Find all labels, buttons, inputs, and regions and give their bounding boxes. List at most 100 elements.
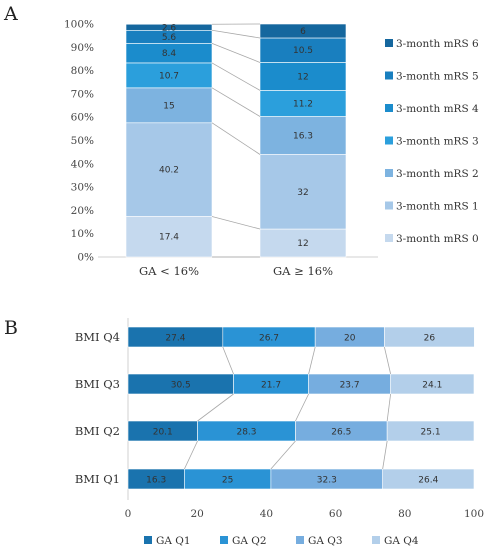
connector-line	[383, 346, 392, 375]
y-tick-label: 60%	[71, 112, 94, 124]
connector-line	[270, 440, 296, 470]
connector-line	[184, 440, 198, 470]
y-tick-label: 90%	[71, 42, 94, 54]
legend-label: 3-month mRS 6	[396, 38, 479, 50]
bar-segment	[125, 62, 213, 89]
legend-swatch	[296, 536, 304, 544]
bar-segment	[259, 62, 347, 91]
legend-swatch	[385, 71, 393, 80]
bar-segment	[386, 420, 475, 442]
data-label: 2.6	[162, 23, 177, 33]
bar-segment	[382, 468, 475, 490]
bar-segment	[259, 154, 347, 230]
y-tick-label: 10%	[71, 228, 94, 240]
bar-segment	[259, 228, 347, 258]
legend-swatch	[385, 39, 393, 47]
data-label: 32.3	[317, 476, 337, 486]
bar-segment	[259, 90, 347, 117]
data-label: 21.7	[261, 381, 281, 391]
x-tick-label: 20	[191, 508, 204, 520]
data-label: 12	[297, 72, 308, 82]
bar-segment	[125, 23, 213, 31]
legend-label: 3-month mRS 3	[396, 136, 479, 148]
data-label: 24.1	[422, 381, 442, 391]
data-label: 28.3	[236, 428, 256, 438]
y-category-label: BMI Q2	[75, 424, 120, 438]
connector-line	[222, 346, 234, 375]
data-label: 26	[424, 334, 436, 344]
data-label: 32	[297, 188, 308, 198]
panel-b-label: B	[4, 317, 18, 339]
data-label: 16.3	[146, 476, 166, 486]
legend-swatch	[220, 536, 228, 544]
legend-label: GA Q3	[308, 535, 343, 547]
bar-segment	[384, 326, 475, 348]
data-label: 25	[222, 476, 233, 486]
legend-label: GA Q4	[384, 535, 419, 547]
legend-swatch	[385, 169, 393, 177]
bar-segment	[259, 23, 347, 39]
chart-a: 0% 10% 20% 30% 40% 50% 60% 70% 80% 90% 100% 17.4 40.…	[64, 19, 479, 279]
data-label: 6	[300, 27, 306, 37]
y-category-label: BMI Q3	[75, 377, 120, 391]
legend-label: GA Q2	[232, 535, 267, 547]
data-label: 40.2	[159, 166, 179, 176]
x-tick-label: 100	[464, 508, 484, 520]
panel-a-label: A	[3, 3, 18, 25]
legend-label: 3-month mRS 0	[396, 233, 479, 245]
data-label: 8.4	[162, 49, 177, 59]
connector-line	[295, 393, 309, 422]
y-tick-label: 100%	[64, 19, 94, 31]
connector-line	[386, 393, 392, 422]
legend-label: 3-month mRS 1	[396, 201, 479, 213]
data-label: 27.4	[165, 334, 185, 344]
data-label: 12	[297, 239, 308, 249]
legend-swatch	[385, 104, 393, 112]
x-tick-label: 80	[398, 508, 411, 520]
connector-line	[211, 29, 261, 39]
connector-line	[308, 346, 316, 375]
legend-label: GA Q1	[156, 535, 191, 547]
y-tick-label: 40%	[71, 158, 94, 170]
connector-line	[211, 62, 261, 91]
y-tick-label: 50%	[71, 135, 94, 147]
y-tick-label: 20%	[71, 205, 94, 217]
data-label: 26.5	[331, 428, 351, 438]
connector-line	[211, 122, 261, 155]
bar-segment	[259, 116, 347, 155]
data-label: 10.7	[159, 71, 179, 81]
data-label: 15	[163, 101, 174, 111]
y-tick-label: 80%	[71, 65, 94, 77]
connector-line	[211, 87, 261, 117]
legend-label: 3-month mRS 5	[396, 71, 479, 83]
y-tick-label: 70%	[71, 88, 94, 100]
data-label: 25.1	[421, 428, 441, 438]
legend-swatch	[385, 234, 393, 242]
y-category-label: BMI Q1	[75, 472, 120, 486]
connector-line	[382, 440, 388, 470]
x-category-label: GA ≥ 16%	[273, 264, 333, 278]
data-label: 20	[344, 334, 356, 344]
legend-swatch	[385, 136, 393, 145]
bar-segment	[390, 373, 475, 395]
y-tick-label: 0%	[77, 252, 94, 264]
x-category-label: GA < 16%	[139, 264, 199, 278]
legend-swatch	[144, 536, 152, 544]
bar-segment	[125, 216, 213, 258]
data-label: 26.7	[259, 334, 279, 344]
data-label: 5.6	[162, 33, 177, 43]
data-label: 23.7	[340, 381, 360, 391]
data-label: 16.3	[293, 131, 313, 141]
x-tick-label: 40	[260, 508, 273, 520]
data-label: 11.2	[293, 99, 313, 109]
data-label: 17.4	[159, 233, 179, 243]
connector-line	[211, 42, 261, 63]
legend-swatch	[372, 536, 380, 544]
legend-label: 3-month mRS 2	[396, 168, 479, 180]
data-label: 20.1	[153, 428, 173, 438]
chart-b: 16.3 25 32.3 26.4 BMI Q1 20.1 28.3 26.5 25.1 BMI …	[75, 318, 484, 547]
connector-line	[211, 216, 261, 230]
y-category-label: BMI Q4	[75, 330, 120, 344]
data-label: 30.5	[171, 381, 191, 391]
